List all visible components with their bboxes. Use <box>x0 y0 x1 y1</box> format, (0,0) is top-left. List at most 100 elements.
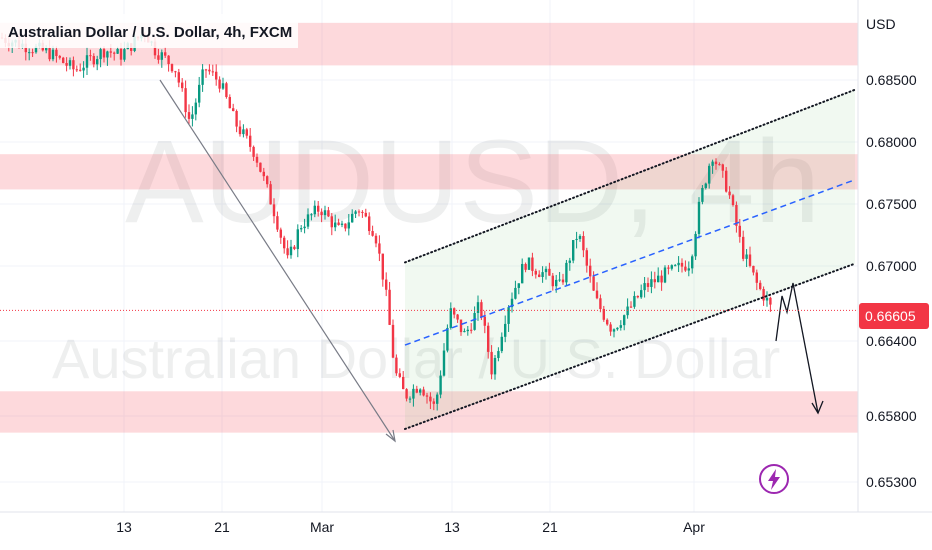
price-axis-labels: 0.68500 0.68000 0.67500 0.67000 0.66400 0.658… <box>866 72 917 490</box>
price-tick-label: 0.68500 <box>866 72 917 88</box>
price-tick-label: 0.68000 <box>866 134 917 150</box>
candle <box>592 271 595 291</box>
candle <box>565 259 568 286</box>
candle <box>293 245 296 251</box>
title-backdrop <box>0 14 298 48</box>
candle <box>82 61 85 78</box>
candle <box>612 328 616 338</box>
candle <box>674 263 677 267</box>
candle <box>578 234 582 242</box>
candle <box>415 385 418 394</box>
candle <box>653 271 656 289</box>
price-tick-label: 0.66400 <box>866 333 917 349</box>
supply-demand-zones <box>0 22 858 433</box>
candle <box>459 319 463 336</box>
candle <box>684 260 687 272</box>
candle <box>701 185 704 205</box>
candle <box>269 180 272 205</box>
candle <box>629 301 633 308</box>
candle <box>470 323 473 334</box>
candle <box>657 267 660 283</box>
candle <box>296 224 299 258</box>
candle <box>221 77 225 90</box>
candle <box>640 284 643 299</box>
candle <box>313 200 316 218</box>
candle <box>279 227 282 244</box>
candle <box>62 56 65 64</box>
lightning-icon[interactable] <box>759 464 789 494</box>
candle <box>544 266 548 280</box>
candle <box>106 50 109 66</box>
candle <box>487 322 490 359</box>
price-tick-label: 0.65300 <box>866 474 917 490</box>
candle <box>456 313 459 323</box>
trend-arrow-head <box>385 429 396 443</box>
candle <box>742 230 745 262</box>
grid-lines <box>0 0 858 512</box>
candle <box>306 208 310 230</box>
candle <box>368 212 371 235</box>
candle <box>731 193 735 207</box>
candle <box>92 53 95 68</box>
candle <box>272 198 276 224</box>
candle <box>429 392 432 410</box>
candle <box>334 214 337 232</box>
candle <box>419 388 422 396</box>
candle <box>374 233 378 248</box>
candle <box>504 315 507 343</box>
candle <box>385 272 388 297</box>
candle <box>694 231 697 260</box>
candle <box>439 370 442 399</box>
candle <box>507 305 510 332</box>
candle <box>449 302 452 330</box>
candle <box>660 270 663 291</box>
candle <box>738 218 741 243</box>
candle <box>483 310 486 334</box>
candle <box>204 68 208 78</box>
candle <box>170 63 174 73</box>
candle <box>357 209 361 217</box>
candle <box>463 328 466 333</box>
candle <box>432 398 435 411</box>
candle <box>606 318 609 326</box>
candle <box>361 210 364 218</box>
candle <box>89 49 92 61</box>
candle <box>371 225 374 237</box>
price-tick-label: 0.67500 <box>866 196 917 212</box>
candle <box>646 277 650 292</box>
candle <box>667 265 670 275</box>
projection-arrow-head <box>811 400 824 415</box>
candle <box>589 258 592 283</box>
candle <box>283 235 286 254</box>
candle <box>249 128 252 152</box>
candle <box>167 55 170 72</box>
time-tick-label: 13 <box>444 519 460 535</box>
candle <box>412 384 415 407</box>
candle <box>759 280 762 291</box>
candle <box>425 392 429 404</box>
candle <box>643 276 646 298</box>
candle <box>337 218 340 226</box>
candle <box>194 98 197 121</box>
candle <box>500 332 503 354</box>
candle <box>446 324 449 353</box>
candle <box>558 272 561 282</box>
candle <box>102 46 106 63</box>
chart-title: Australian Dollar / U.S. Dollar, 4h, FXC… <box>8 24 292 41</box>
candle <box>755 269 758 291</box>
candle <box>538 270 541 278</box>
candle <box>211 64 214 76</box>
candle <box>28 48 31 61</box>
candle <box>762 286 765 306</box>
candle <box>340 220 344 228</box>
candle <box>541 266 544 283</box>
candle <box>714 158 718 170</box>
candle <box>422 386 425 397</box>
time-tick-label: 13 <box>116 519 132 535</box>
candle <box>354 210 357 219</box>
candle <box>551 272 554 291</box>
candle <box>198 76 201 108</box>
candle <box>255 153 259 168</box>
candle <box>252 145 255 161</box>
